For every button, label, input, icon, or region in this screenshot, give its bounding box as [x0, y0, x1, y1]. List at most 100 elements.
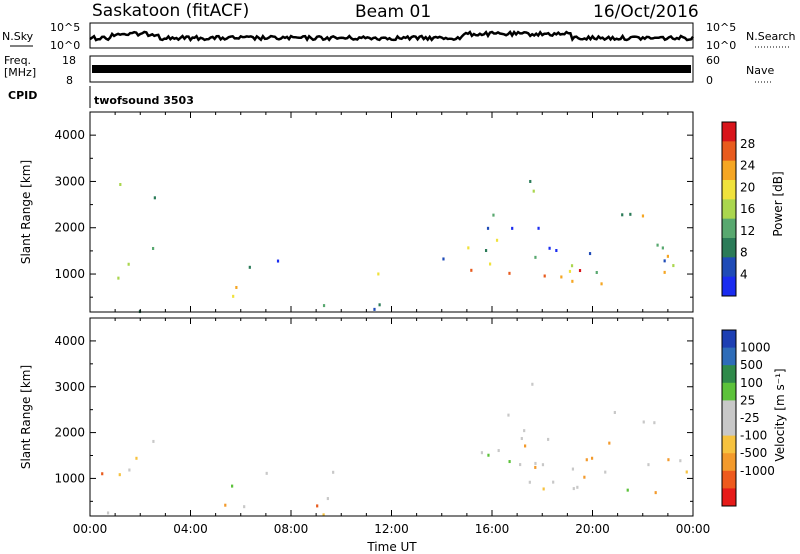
velocity-colorbar-tick-label: -25: [740, 411, 760, 425]
velocity-cell: [585, 458, 588, 462]
power-cell: [508, 271, 511, 275]
velocity-colorbar-segment: [722, 470, 736, 489]
velocity-colorbar-tick-label: -100: [740, 429, 767, 443]
velocity-cell: [667, 458, 670, 462]
velocity-cell: [613, 410, 616, 414]
power-cell: [495, 238, 499, 242]
power-cell: [127, 262, 130, 266]
velocity-cell: [576, 485, 579, 489]
nsky-tick-bottom: 10^0: [50, 39, 80, 52]
power-y-label: Slant Range [km]: [19, 160, 33, 264]
power-cell: [570, 264, 574, 268]
power-colorbar-label: Power [dB]: [771, 171, 785, 236]
velocity-cell: [583, 475, 586, 479]
power-cell: [534, 255, 537, 259]
power-colorbar-tick-label: 28: [740, 137, 755, 151]
power-colorbar-frame: [721, 121, 737, 297]
power-cell: [571, 279, 574, 283]
velocity-cell: [572, 487, 575, 491]
velocity-cell: [642, 420, 645, 424]
power-cell: [486, 226, 490, 230]
power-background: [90, 112, 693, 312]
power-cell: [378, 303, 381, 307]
velocity-cell: [552, 480, 555, 484]
velocity-colorbar: 1000 500 100 25 -25 -100 -500 -1000: [721, 329, 775, 507]
power-cell: [621, 213, 624, 217]
velocity-background: [90, 318, 693, 516]
power-cells: [117, 179, 675, 314]
velocity-y-tick-label: 4000: [54, 334, 85, 348]
velocity-cell: [326, 497, 329, 501]
velocity-y-tick-label: 1000: [54, 471, 85, 485]
power-cell: [322, 304, 326, 308]
power-cell: [248, 265, 251, 269]
velocity-cell: [547, 437, 550, 441]
x-tick-label: 08:00: [274, 522, 309, 536]
power-cell: [492, 213, 495, 217]
velocity-cell: [626, 488, 629, 492]
velocity-cell: [542, 487, 545, 491]
x-tick-label: 16:00: [475, 522, 510, 536]
power-y-tick-label: 1000: [54, 267, 85, 281]
power-cell: [656, 243, 659, 247]
nsearch-tick-bottom: 10^0: [706, 39, 736, 52]
power-cell: [555, 249, 558, 253]
velocity-colorbar-frame: [721, 329, 737, 507]
velocity-panel: 1000 2000 3000 4000 Slant Range [km] 1000 50…: [19, 317, 787, 517]
power-cell: [235, 285, 238, 289]
velocity-colorbar-tick-label: 100: [740, 376, 763, 390]
velocity-cell: [531, 382, 534, 386]
velocity-cell: [653, 421, 656, 425]
freq-label-2: [MHz]: [4, 66, 36, 79]
power-cell: [672, 264, 675, 268]
power-cell: [232, 294, 235, 298]
power-cell: [543, 274, 546, 278]
velocity-cell: [608, 441, 611, 445]
station-title: Saskatoon (fitACF): [92, 1, 249, 21]
velocity-y-tick-label: 2000: [54, 426, 85, 440]
velocity-cell: [519, 463, 522, 467]
velocity-cell: [118, 473, 121, 477]
freq-panel: Freq. [MHz] 18 8 60 0 Nave: [4, 54, 774, 87]
velocity-cell: [685, 470, 688, 474]
power-cell: [484, 249, 488, 253]
power-colorbar-tick-label: 16: [740, 202, 755, 216]
velocity-cell: [654, 491, 657, 495]
x-tick-label: 04:00: [173, 522, 208, 536]
power-colorbar-tick-label: 24: [740, 159, 755, 173]
velocity-cell: [534, 465, 537, 469]
power-cell: [117, 276, 120, 280]
power-y-tick-label: 4000: [54, 128, 85, 142]
power-colorbar-segment: [722, 141, 736, 162]
velocity-y-ticks: 1000 2000 3000 4000: [54, 318, 694, 516]
power-cell: [373, 307, 376, 311]
power-cell: [467, 246, 470, 250]
power-colorbar-tick-label: 12: [740, 224, 755, 238]
power-y-tick-label: 2000: [54, 221, 85, 235]
velocity-colorbar-tick-label: -500: [740, 446, 767, 460]
power-cell: [377, 272, 380, 276]
power-y-ticks: 1000 2000 3000 4000: [54, 112, 694, 312]
velocity-colorbar-segment: [722, 418, 736, 437]
nave-tick-bottom: 0: [706, 74, 713, 87]
velocity-cell: [523, 429, 526, 433]
power-cell: [153, 196, 156, 200]
velocity-colorbar-segment: [722, 488, 736, 507]
power-colorbar-segment: [722, 199, 736, 220]
freq-frame: [89, 55, 694, 83]
velocity-colorbar-tick-label: 1000: [740, 341, 771, 355]
power-cell: [442, 257, 445, 261]
nsky-tick-top: 10^5: [50, 21, 80, 34]
power-cell: [529, 179, 532, 183]
velocity-cell: [316, 504, 319, 508]
velocity-cell: [332, 470, 335, 474]
power-colorbar-segment: [722, 160, 736, 181]
x-axis-label: Time UT: [366, 540, 417, 554]
velocity-colorbar-tick-label: 25: [740, 393, 755, 407]
velocity-cell: [541, 463, 545, 467]
power-cell: [532, 189, 535, 193]
power-cell: [578, 269, 582, 273]
power-cell: [588, 252, 592, 256]
nsky-label: N.Sky: [2, 30, 34, 43]
